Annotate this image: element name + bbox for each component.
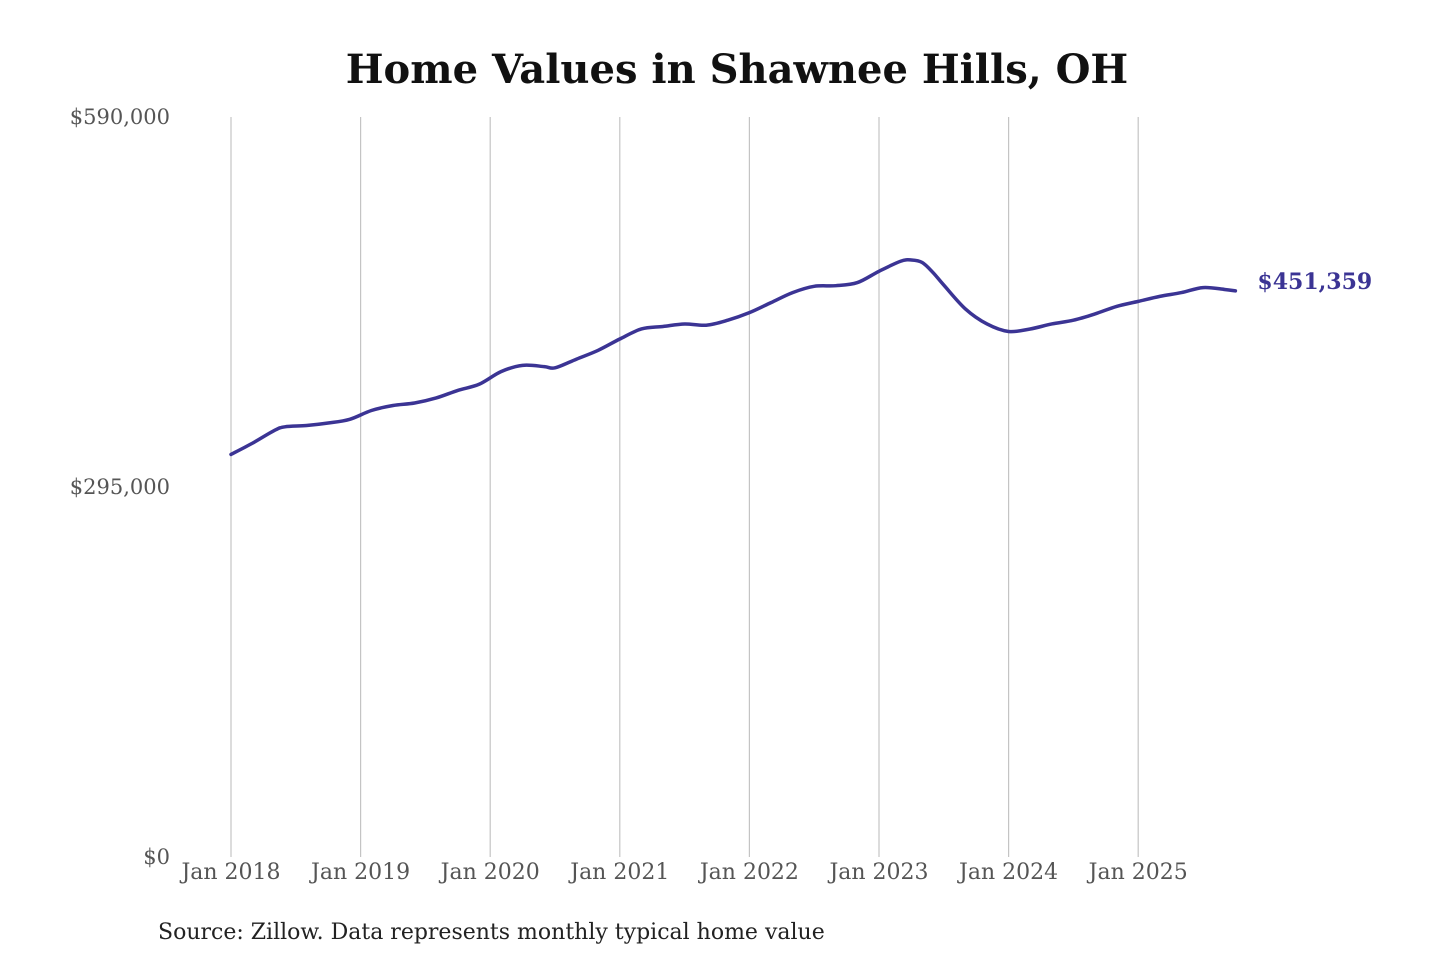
- y-axis-ticks: $0 $295,000 $590,000: [70, 105, 170, 869]
- x-tick-label: Jan 2020: [439, 860, 540, 885]
- series-points: [229, 258, 1237, 456]
- y-tick-label: $0: [143, 845, 170, 869]
- chart-title: Home Values in Shawnee Hills, OH: [346, 46, 1128, 93]
- y-tick-label: $590,000: [70, 105, 170, 129]
- x-tick-label: Jan 2025: [1087, 860, 1188, 885]
- x-tick-label: Jan 2023: [827, 860, 928, 885]
- source-note: Source: Zillow. Data represents monthly …: [158, 920, 825, 945]
- x-tick-label: Jan 2024: [957, 860, 1058, 885]
- series-line-home-value: [229, 258, 1238, 457]
- x-tick-label: Jan 2018: [179, 860, 280, 885]
- y-tick-label: $295,000: [70, 475, 170, 499]
- x-tick-label: Jan 2022: [698, 860, 799, 885]
- grid-lines: [230, 117, 1139, 857]
- x-tick-label: Jan 2019: [309, 860, 410, 885]
- x-tick-label: Jan 2021: [568, 860, 669, 885]
- x-axis-ticks: Jan 2018 Jan 2019 Jan 2020 Jan 2021 Jan 2022…: [179, 860, 1187, 885]
- end-value-label: $451,359: [1257, 269, 1372, 295]
